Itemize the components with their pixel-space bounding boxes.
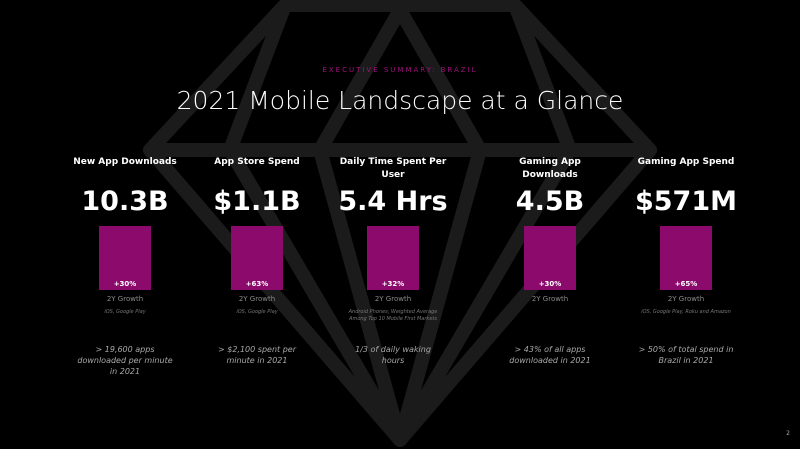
metric-note: > $2,100 spent per minute in 2021 xyxy=(218,345,296,365)
growth-block xyxy=(660,226,712,290)
growth-block xyxy=(99,226,151,290)
growth-block xyxy=(231,226,283,290)
growth-value: +30% xyxy=(113,280,137,288)
metric-value: $571M xyxy=(634,186,737,217)
growth-label: 2Y Growth xyxy=(531,295,569,303)
growth-label: 2Y Growth xyxy=(238,295,276,303)
source-note: iOS, Google Play xyxy=(236,309,278,315)
source-note: iOS, Google Play, Roku and Amazon xyxy=(641,309,731,315)
slide-title: 2021 Mobile Landscape at a Glance xyxy=(176,86,624,115)
growth-label: 2Y Growth xyxy=(374,295,412,303)
growth-value: +65% xyxy=(674,280,698,288)
metric-value: $1.1B xyxy=(213,186,301,217)
page-number: 2 xyxy=(786,430,790,437)
growth-block xyxy=(524,226,576,290)
growth-value: +30% xyxy=(538,280,562,288)
growth-block xyxy=(367,226,419,290)
eyebrow: EXECUTIVE SUMMARY: BRAZIL xyxy=(322,66,478,74)
growth-value: +32% xyxy=(381,280,405,288)
metric-label: Daily Time Spent Per User xyxy=(339,157,447,180)
growth-label: 2Y Growth xyxy=(106,295,144,303)
growth-value: +63% xyxy=(245,280,269,288)
metric-label: App Store Spend xyxy=(214,157,300,167)
metric-note: > 19,600 apps downloaded per minute in 2… xyxy=(77,345,173,376)
metric-label: Gaming App Spend xyxy=(637,157,735,167)
metric-value: 5.4 Hrs xyxy=(338,186,448,217)
metric-note: > 50% of total spend in Brazil in 2021 xyxy=(638,345,734,365)
source-note: iOS, Google Play xyxy=(104,309,146,315)
metric-value: 4.5B xyxy=(515,186,585,217)
growth-label: 2Y Growth xyxy=(667,295,705,303)
metric-label: Gaming App Downloads xyxy=(519,157,581,180)
metric-label: New App Downloads xyxy=(73,157,177,167)
metric-note: 1/3 of daily waking hours xyxy=(355,345,431,365)
source-note: Android Phones; Weighted Average Among T… xyxy=(348,309,438,322)
metric-value: 10.3B xyxy=(81,186,169,217)
metric-note: > 43% of all apps downloaded in 2021 xyxy=(509,345,591,365)
